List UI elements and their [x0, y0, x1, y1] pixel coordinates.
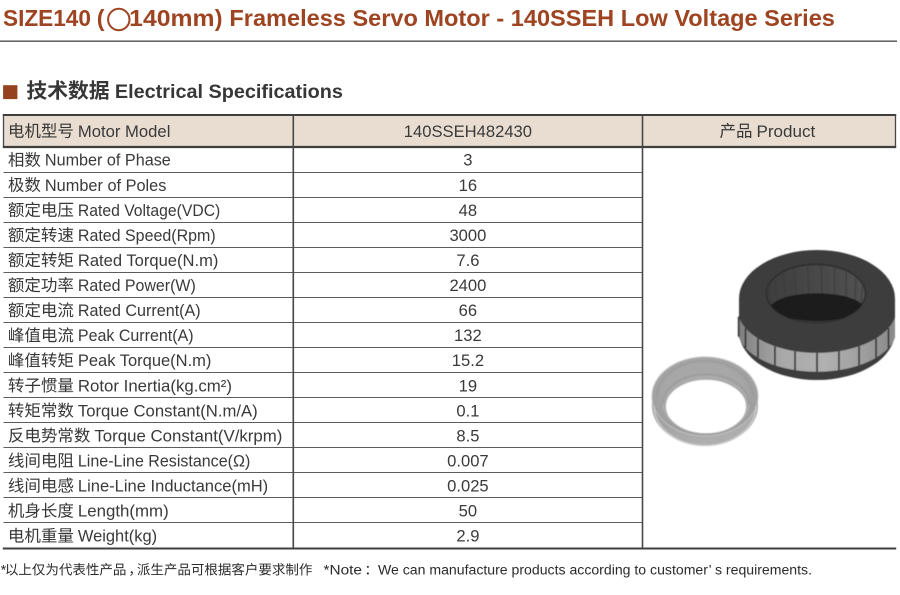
- svg-text:Electrical Specifications: Electrical Specifications: [115, 82, 343, 103]
- svg-text:2.9: 2.9: [456, 527, 479, 546]
- svg-text:48: 48: [459, 201, 477, 220]
- svg-text:Rated Speed(Rpm): Rated Speed(Rpm): [78, 227, 216, 245]
- svg-text:Rotor Inertia(kg.cm²): Rotor Inertia(kg.cm²): [78, 377, 232, 395]
- svg-text:*Note: *Note: [324, 562, 363, 578]
- svg-text:Rated Voltage(VDC): Rated Voltage(VDC): [78, 202, 220, 220]
- svg-text:3000: 3000: [449, 226, 486, 245]
- svg-text:): ): [215, 5, 223, 31]
- svg-text:Line-Line Resistance(Ω): Line-Line Resistance(Ω): [78, 452, 250, 470]
- svg-text:15.2: 15.2: [452, 351, 484, 370]
- svg-text:16: 16: [459, 176, 477, 195]
- svg-text:Rated Power(W): Rated Power(W): [78, 277, 196, 295]
- svg-text:140SSEH482430: 140SSEH482430: [404, 122, 532, 141]
- svg-text:2400: 2400: [449, 276, 486, 295]
- svg-text:Peak Torque(N.m): Peak Torque(N.m): [78, 352, 212, 370]
- svg-text:19: 19: [459, 376, 477, 395]
- svg-text:Rated Torque(N.m): Rated Torque(N.m): [78, 252, 219, 270]
- svg-text:Line-Line Inductance(mH): Line-Line Inductance(mH): [78, 478, 268, 496]
- svg-text:Frameless Servo Motor - 140SSE: Frameless Servo Motor - 140SSEH Low Volt…: [229, 5, 835, 31]
- svg-text:Product: Product: [757, 123, 816, 141]
- svg-text:66: 66: [459, 301, 477, 320]
- svg-text:Torque Constant(N.m/A): Torque Constant(N.m/A): [78, 402, 258, 420]
- svg-text:Rated Current(A): Rated Current(A): [78, 302, 201, 320]
- svg-text:*: *: [1, 562, 7, 578]
- svg-text:Number of Poles: Number of Poles: [45, 177, 166, 195]
- svg-text:0.025: 0.025: [447, 477, 489, 496]
- svg-text:0.1: 0.1: [456, 401, 479, 420]
- svg-text:Number of Phase: Number of Phase: [45, 152, 171, 170]
- svg-text:0.007: 0.007: [447, 451, 489, 470]
- svg-text:We can manufacture products ac: We can manufacture products according to…: [378, 562, 812, 578]
- svg-text:Motor Model: Motor Model: [78, 123, 170, 141]
- svg-text:Peak Current(A): Peak Current(A): [78, 327, 194, 345]
- svg-text:Length(mm): Length(mm): [78, 503, 169, 521]
- svg-text:3: 3: [463, 151, 472, 170]
- svg-text:SIZE140: SIZE140: [3, 5, 91, 31]
- svg-text:50: 50: [459, 502, 477, 521]
- svg-text:8.5: 8.5: [456, 426, 479, 445]
- svg-text:7.6: 7.6: [456, 251, 479, 270]
- svg-text:Torque Constant(V/krpm): Torque Constant(V/krpm): [94, 427, 282, 445]
- svg-text:132: 132: [454, 326, 482, 345]
- svg-text:Weight(kg): Weight(kg): [78, 528, 157, 546]
- svg-text:140mm: 140mm: [129, 5, 214, 31]
- svg-text:(: (: [97, 5, 105, 31]
